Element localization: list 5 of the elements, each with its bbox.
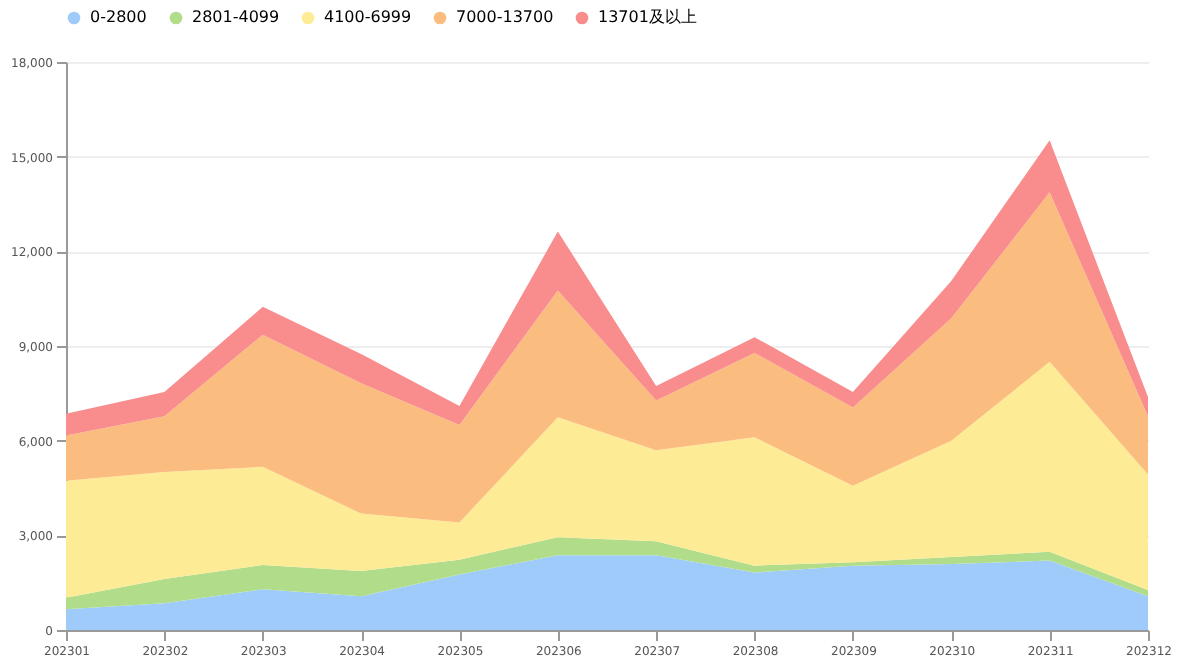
legend-label: 2801-4099 [192, 8, 280, 26]
legend-label: 13701及以上 [598, 8, 697, 26]
legend-label: 0-2800 [90, 8, 147, 26]
legend-label: 7000-13700 [456, 8, 554, 26]
legend-label: 4100-6999 [324, 8, 412, 26]
